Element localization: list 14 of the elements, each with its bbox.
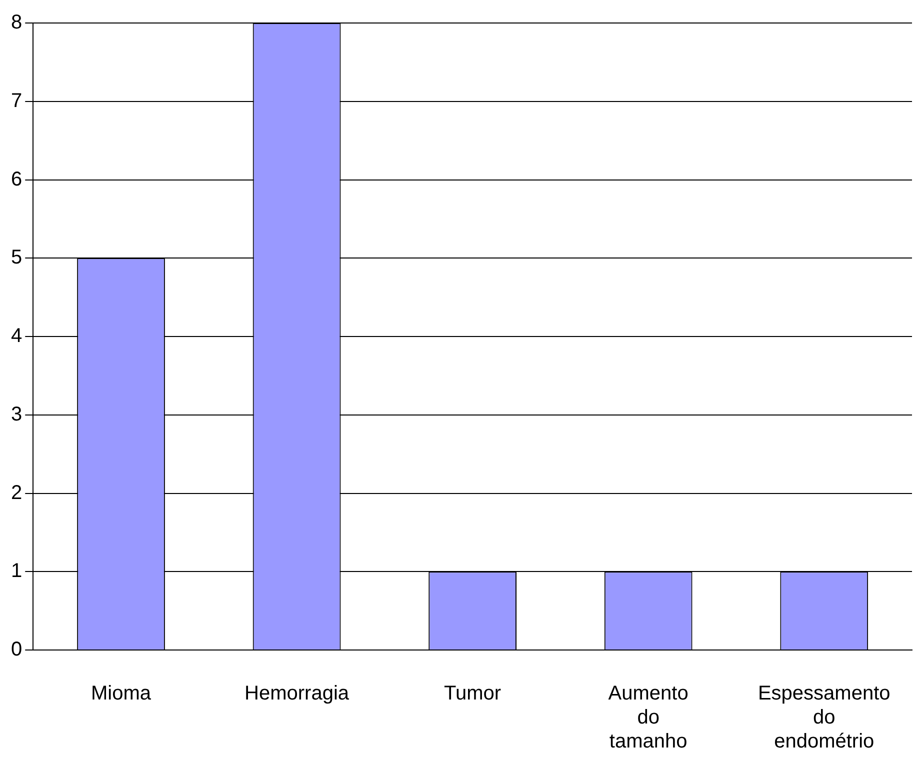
x-tick-label: Mioma	[91, 682, 152, 705]
y-tick-label: 0	[11, 638, 22, 661]
y-tick-label: 8	[11, 12, 22, 34]
x-tick-label: Espessamento do endométrio	[758, 682, 890, 753]
y-tick-label: 6	[11, 168, 22, 190]
y-tick-label: 3	[11, 403, 22, 426]
x-tick-label: Aumento do tamanho	[608, 682, 688, 753]
y-tick-label: 4	[11, 325, 22, 348]
y-tick-label: 1	[11, 560, 22, 582]
y-tick-label: 2	[11, 482, 22, 504]
x-tick-label: Tumor	[444, 682, 502, 705]
y-tick-label: 7	[11, 90, 22, 112]
x-tick-label: Hemorragia	[244, 682, 350, 705]
y-tick-label: 5	[11, 246, 22, 269]
